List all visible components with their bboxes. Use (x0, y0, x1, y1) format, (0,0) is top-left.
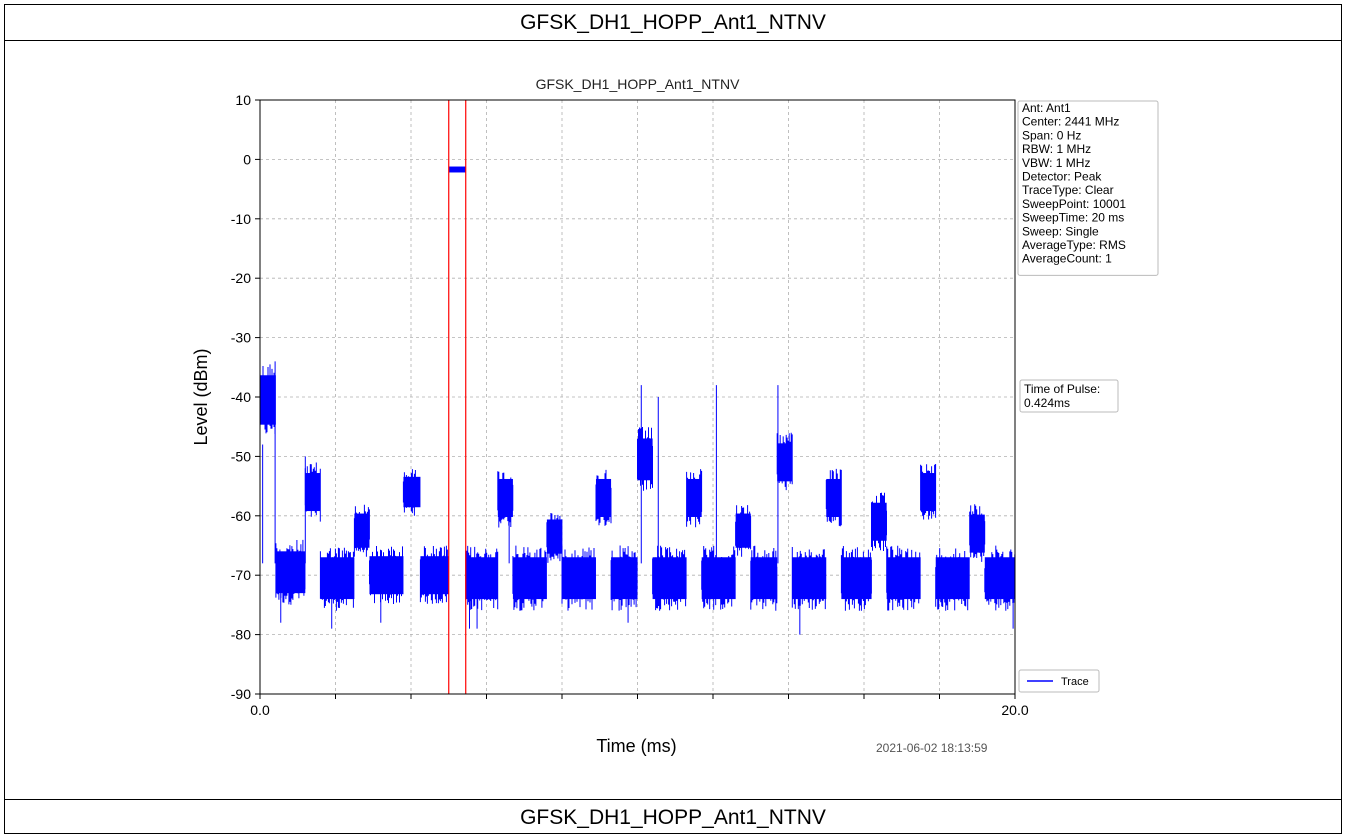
y-tick-label: -70 (231, 567, 251, 583)
y-tick-label: -60 (231, 508, 251, 524)
pulse-box-line: 0.424ms (1024, 396, 1070, 410)
y-tick-label: 10 (235, 92, 251, 108)
info-box-line: VBW: 1 MHz (1022, 156, 1090, 170)
y-tick-label: 0 (243, 151, 251, 167)
timestamp: 2021-06-02 18:13:59 (876, 741, 988, 755)
legend-frame (1018, 669, 1100, 693)
trace-pulse (448, 166, 466, 173)
y-tick-label: -20 (231, 270, 251, 286)
info-box-line: AverageType: RMS (1022, 238, 1126, 252)
legend: Trace (1018, 669, 1100, 693)
pulse-box-frame (1019, 379, 1119, 413)
legend-entry: Trace (1061, 676, 1089, 688)
info-box-line: TraceType: Clear (1022, 183, 1114, 197)
info-box-line: AverageCount: 1 (1022, 252, 1112, 266)
trace-series (259, 166, 1016, 635)
pulse-box-line: Time of Pulse: (1024, 382, 1100, 396)
axis-ticks: 10 0 -10 -20 -30 -40 -50 -60 -70 -80 -900.0 20.0 (231, 92, 1029, 718)
y-tick-label: -90 (231, 686, 251, 702)
info-box-line: Sweep: Single (1022, 224, 1099, 238)
y-axis-label: Level (dBm) (191, 348, 211, 445)
table-header-title: GFSK_DH1_HOPP_Ant1_NTNV (5, 5, 1341, 41)
y-tick-label: -30 (231, 330, 251, 346)
info-box-line: SweepTime: 20 ms (1022, 211, 1124, 225)
info-box-line: RBW: 1 MHz (1022, 142, 1091, 156)
table-footer-caption: GFSK_DH1_HOPP_Ant1_NTNV (5, 799, 1341, 833)
info-box-frame (1017, 100, 1159, 276)
info-box-line: Ant: Ant1 (1022, 101, 1071, 115)
x-tick-label: 0.0 (250, 702, 270, 718)
y-tick-label: -40 (231, 389, 251, 405)
info-box-line: Span: 0 Hz (1022, 128, 1081, 142)
info-box-line: Center: 2441 MHz (1022, 115, 1119, 129)
x-tick-label: 20.0 (1001, 702, 1028, 718)
pulse-markers (448, 100, 467, 694)
y-tick-label: -80 (231, 627, 251, 643)
report-frame: GFSK_DH1_HOPP_Ant1_NTNV GFSK_DH1_HOPP_An… (4, 4, 1342, 834)
y-tick-label: -10 (231, 211, 251, 227)
pulse-box: Time of Pulse: 0.424ms (1019, 379, 1119, 413)
info-box-line: SweepPoint: 10001 (1022, 197, 1126, 211)
y-tick-label: -50 (231, 448, 251, 464)
x-axis-label: Time (ms) (596, 736, 676, 756)
info-box-line: Detector: Peak (1022, 170, 1102, 184)
chart-title: GFSK_DH1_HOPP_Ant1_NTNV (536, 76, 741, 92)
